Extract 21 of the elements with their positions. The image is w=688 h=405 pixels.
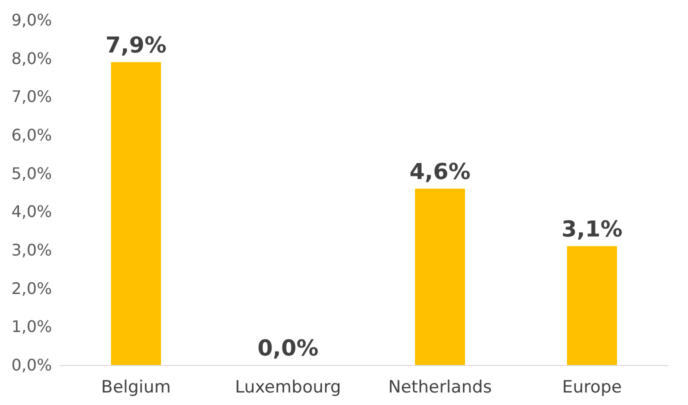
x-tick-label: Belgium [101,378,171,398]
data-label: 7,9% [105,34,167,59]
x-tick-label: Netherlands [388,378,492,398]
y-tick-label: 3,0% [11,240,52,260]
y-tick-label: 5,0% [11,164,52,183]
x-tick-label: Luxembourg [235,378,341,398]
y-tick-label: 4,0% [11,202,52,222]
bar [111,62,161,365]
y-tick-label: 8,0% [11,48,52,68]
bar [567,246,617,365]
y-tick-label: 2,0% [11,278,52,298]
y-tick-label: 0,0% [11,356,52,374]
y-tick-label: 1,0% [11,317,52,336]
y-tick-label: 9,0% [11,10,52,30]
y-tick-label: 7,0% [11,87,52,106]
data-label: 0,0% [257,336,319,362]
data-label: 4,6% [409,160,471,186]
y-tick-label: 6,0% [11,126,52,144]
data-label: 3,1% [561,218,623,243]
x-tick-label: Europe [562,378,622,398]
bar [415,188,465,365]
